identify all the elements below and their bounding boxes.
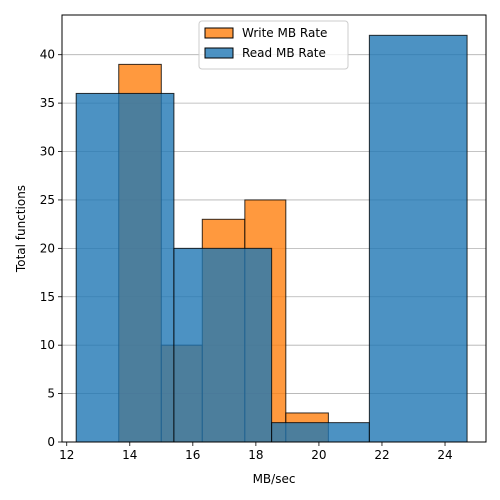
x-tick-label-22: 22: [374, 448, 389, 462]
x-tick-label-20: 20: [311, 448, 326, 462]
legend-swatch-write: [204, 27, 234, 39]
x-axis-ticks: 12 14 16 18 20 22 24: [59, 442, 453, 462]
x-tick-label-12: 12: [59, 448, 74, 462]
x-tick-label-24: 24: [437, 448, 452, 462]
y-tick-label-10: 10: [40, 338, 55, 352]
legend: Write MB Rate Read MB Rate: [198, 20, 349, 70]
x-axis-title: MB/sec: [253, 472, 296, 486]
y-tick-label-0: 0: [47, 435, 55, 449]
legend-label-write: Write MB Rate: [242, 26, 327, 40]
read-bar-0: [75, 92, 175, 443]
y-tick-label-5: 5: [47, 387, 55, 401]
plot-frame: [61, 14, 487, 443]
read-series-bars: [75, 34, 468, 443]
y-tick-label-40: 40: [40, 48, 55, 62]
legend-swatch-read: [204, 47, 234, 59]
y-tick-label-15: 15: [40, 290, 55, 304]
x-tick-label-18: 18: [248, 448, 263, 462]
x-tick-label-16: 16: [185, 448, 200, 462]
y-axis-ticks: 0 5 10 15 20 25 30 35 40: [40, 48, 62, 449]
y-tick-label-30: 30: [40, 145, 55, 159]
y-tick-label-35: 35: [40, 96, 55, 110]
legend-label-read: Read MB Rate: [242, 46, 326, 60]
read-bar-3: [368, 34, 468, 443]
read-bar-2: [271, 422, 370, 443]
y-axis-title: Total functions: [14, 185, 28, 273]
legend-box: [198, 20, 349, 70]
read-bar-1: [173, 247, 273, 443]
y-tick-label-25: 25: [40, 193, 55, 207]
y-tick-label-20: 20: [40, 241, 55, 255]
x-tick-label-14: 14: [122, 448, 137, 462]
